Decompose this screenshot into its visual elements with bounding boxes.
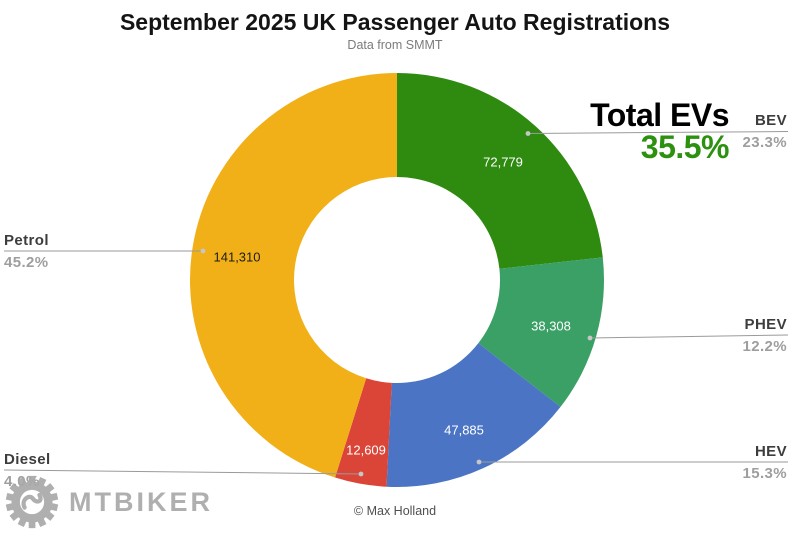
segment-value-bev: 72,779 [483, 154, 523, 170]
leader-dot-hev [476, 459, 482, 465]
segment-value-petrol: 141,310 [213, 249, 261, 265]
category-name-phev: PHEV [744, 316, 787, 333]
category-name-diesel: Diesel [4, 451, 51, 468]
category-pct-phev: 12.2% [742, 338, 787, 355]
category-label-phev: PHEV 12.2% [742, 317, 787, 355]
donut-segment-diesel [335, 378, 392, 487]
category-name-hev: HEV [754, 443, 787, 460]
category-name-bev: BEV [754, 112, 787, 129]
donut-segment-phev [478, 257, 604, 407]
leader-dot-phev [587, 335, 593, 341]
watermark: MTBIKER [4, 474, 213, 530]
total-evs-percentage: 35.5% [640, 129, 730, 165]
watermark-text: MTBIKER [69, 486, 213, 517]
leader-dot-petrol [200, 248, 206, 254]
total-evs-block: Total EVs 35.5% [590, 97, 730, 165]
segment-value-phev: 38,308 [531, 318, 571, 334]
leader-dot-bev [525, 131, 531, 136]
segment-value-diesel: 12,609 [346, 442, 386, 458]
category-name-petrol: Petrol [4, 232, 49, 249]
category-label-bev: BEV 23.3% [742, 113, 787, 151]
leader-line-bev [527, 131, 789, 134]
donut-segment-bev [397, 73, 603, 269]
category-pct-bev: 23.3% [742, 134, 787, 151]
segment-value-hev: 47,885 [444, 422, 484, 438]
donut-segment-hev [386, 343, 561, 487]
author-credit: © Max Holland [353, 504, 437, 518]
leader-line-diesel [3, 469, 362, 475]
category-pct-petrol: 45.2% [4, 254, 49, 271]
chart-subtitle: Data from SMMT [347, 38, 443, 52]
leader-line-phev [589, 334, 789, 339]
donut-segment-petrol [190, 73, 397, 478]
category-label-hev: HEV 15.3% [742, 444, 787, 482]
total-evs-title: Total EVs [590, 97, 729, 133]
gear-icon [5, 475, 59, 529]
page-title: September 2025 UK Passenger Auto Registr… [119, 9, 671, 35]
leader-dot-diesel [358, 471, 364, 477]
category-label-petrol: Petrol 45.2% [4, 233, 49, 271]
category-pct-hev: 15.3% [742, 465, 787, 482]
